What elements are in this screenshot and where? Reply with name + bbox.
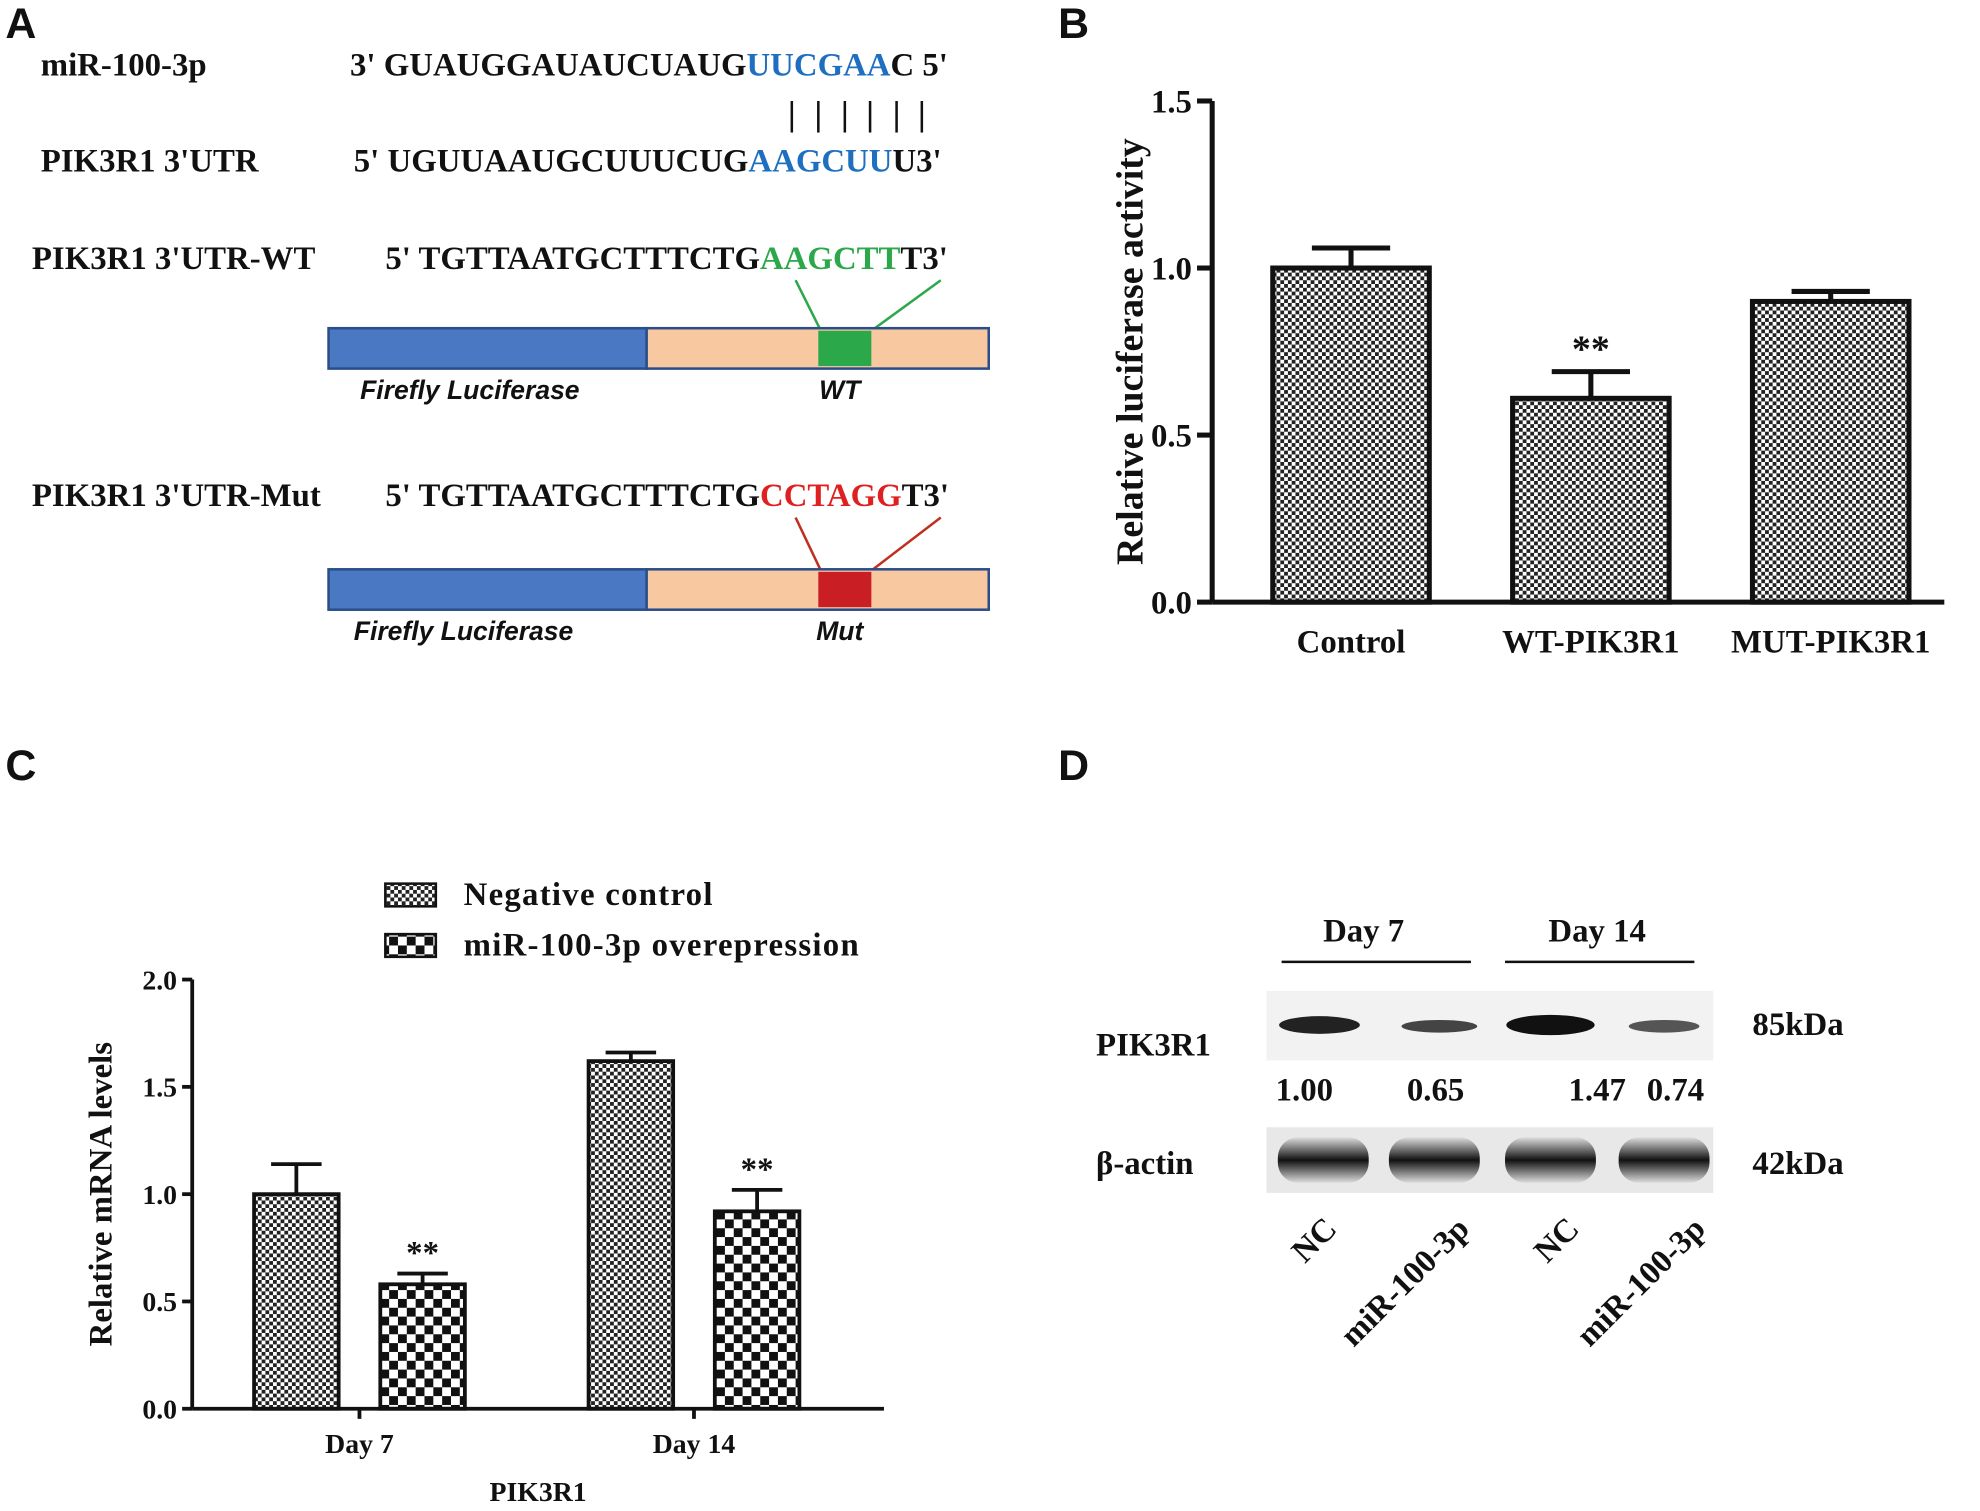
lane-label: miR-100-3p [1570,1211,1713,1354]
sequence: 5' UGUUAAUGCUUUCUGAAGCUUU3' [354,144,942,180]
legend-label: miR-100-3p overepression [464,928,860,964]
sequence: 5' TGTTAATGCTTTCTGCCTAGGT3' [385,478,949,514]
y-tick-label: 0.0 [142,1394,177,1425]
row-label: PIK3R1 3'UTR-Mut [32,478,321,514]
sequence: 5' TGTTAATGCTTTCTGAAGCTTT3' [385,241,948,277]
x-tick-label: WT-PIK3R1 [1502,625,1679,661]
legend-swatch [384,882,438,908]
quantification: 0.65 [1407,1073,1464,1109]
group-label: Day 14 [1548,914,1646,950]
bar [712,1209,802,1411]
band [1279,1016,1360,1034]
sequence: 3' GUAUGGAUAUCUAUGUUCGAAC 5' [350,48,948,84]
connector [794,279,822,332]
legend-label: Negative control [464,877,714,913]
row-label: PIK3R1 [1096,1027,1211,1063]
y-tick-label: 0.0 [1151,586,1192,622]
band [1628,1019,1700,1033]
significance: ** [406,1235,439,1271]
bar [1749,298,1912,605]
panel-letter: C [5,742,36,790]
y-tick-label: 1.0 [142,1180,177,1211]
construct-label: WT [819,375,863,405]
bar [252,1192,341,1411]
lane-label: NC [1285,1211,1344,1270]
band [1388,1137,1480,1183]
base-pairs [790,100,924,133]
size-label: 42kDa [1752,1146,1843,1182]
band [1277,1137,1369,1183]
y-tick-label: 1.0 [1151,252,1192,288]
x-tick-label: Day 7 [325,1429,394,1460]
lane-label: miR-100-3p [1334,1211,1477,1354]
band [1401,1019,1478,1033]
utr-box [645,326,990,370]
y-tick-label: 0.5 [142,1287,177,1318]
lane-label: NC [1527,1211,1586,1270]
row-label: PIK3R1 3'UTR-WT [32,241,316,277]
x-tick-label: MUT-PIK3R1 [1731,625,1930,661]
luciferase-box [327,568,648,611]
bar [1270,265,1432,605]
utr-box [645,568,990,611]
row-label: miR-100-3p [41,48,207,84]
connector [870,279,942,332]
x-tick-label: Control [1297,625,1406,661]
band [1506,1014,1595,1036]
band [1618,1137,1710,1183]
y-axis-label: Relative luciferase activity [1110,138,1152,565]
y-tick-label: 0.5 [1151,419,1192,455]
legend-swatch [384,932,438,959]
y-tick-label: 1.5 [142,1073,177,1104]
bar [1510,395,1672,605]
connector [794,517,822,572]
construct-label: Mut [816,616,864,646]
significance: ** [741,1152,774,1188]
size-label: 85kDa [1752,1007,1843,1043]
luciferase-box [327,326,648,370]
connector [870,516,942,572]
quantification: 1.47 [1568,1073,1625,1109]
quantification: 1.00 [1276,1073,1333,1109]
bar [378,1282,467,1411]
row-label: β-actin [1096,1146,1193,1182]
band [1505,1137,1596,1183]
x-tick-label: Day 14 [653,1429,736,1460]
site-box [818,571,872,608]
bar [586,1059,676,1411]
construct-label: Firefly Luciferase [354,616,573,646]
row-label: PIK3R1 3'UTR [41,144,259,180]
panel-letter: D [1058,742,1089,790]
panel-letter: A [5,0,36,48]
y-tick-label: 2.0 [142,965,177,996]
site-box [818,330,872,367]
diagram: miR-100-3p 3' GUAUGGAUAUCUAUGUUCGAAC 5' … [32,48,990,646]
construct-label: Firefly Luciferase [360,375,579,405]
y-axis-label: Relative mRNA levels [83,1042,119,1346]
western-blot: Day 7 Day 14 PIK3R1 β-actin 85kDa 42kDa … [1096,914,1844,1354]
x-axis-label: PIK3R1 [489,1477,586,1508]
quantification: 0.74 [1647,1073,1704,1109]
significance: ** [1572,329,1610,371]
group-label: Day 7 [1323,914,1404,950]
panel-letter: B [1058,0,1089,48]
y-tick-label: 1.5 [1151,84,1192,120]
